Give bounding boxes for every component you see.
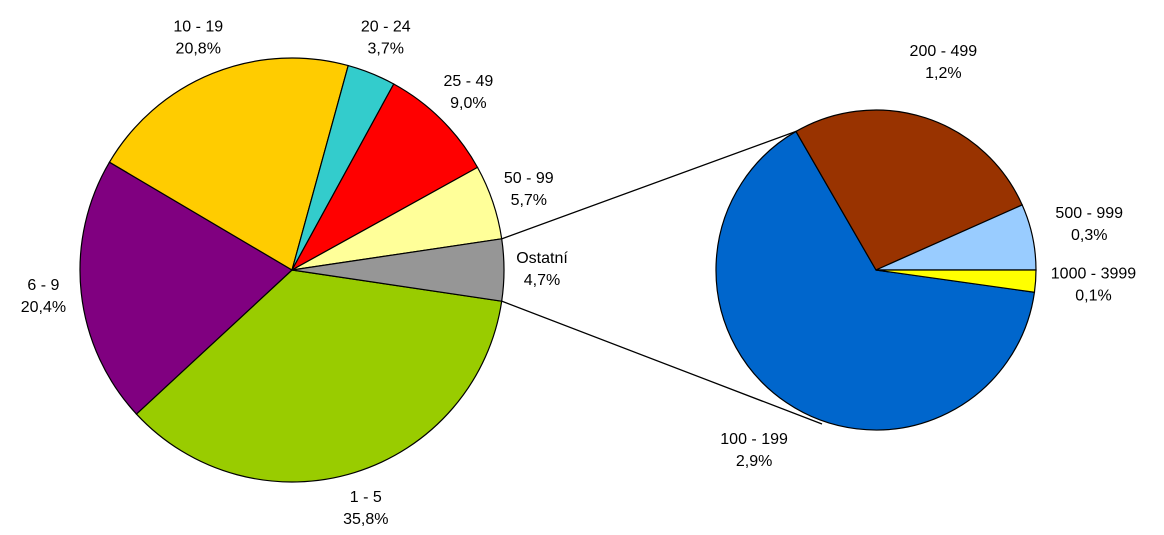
slice-category-label: 500 - 999 [1055, 205, 1123, 222]
slice-category-label: Ostatní [516, 250, 568, 267]
slice-value-label: 9,0% [450, 95, 486, 112]
pie-slice [715, 130, 1036, 431]
slice-category-label: 1 - 5 [350, 489, 382, 506]
slice-value-label: 3,7% [368, 40, 404, 57]
pie-slice [291, 238, 505, 302]
slice-category-label: 10 - 19 [173, 18, 223, 35]
slice-value-label: 0,1% [1075, 287, 1111, 304]
slice-value-label: 20,4% [21, 299, 66, 316]
pie-slice [135, 269, 503, 483]
slice-value-label: 35,8% [343, 511, 388, 528]
pie [79, 57, 505, 483]
slice-category-label: 20 - 24 [361, 18, 411, 35]
pie-slice [79, 161, 293, 415]
slice-category-label: 25 - 49 [443, 73, 493, 90]
pie-slice [290, 83, 479, 272]
slice-value-label: 5,7% [511, 192, 547, 209]
slice-category-label: 6 - 9 [27, 277, 59, 294]
slice-value-label: 2,9% [736, 453, 772, 470]
slice-value-label: 0,3% [1071, 227, 1107, 244]
slice-category-label: 50 - 99 [504, 170, 554, 187]
pie-slice [875, 269, 1037, 293]
slice-category-label: 200 - 499 [910, 43, 978, 60]
connector-line [501, 300, 823, 425]
slice-category-label: 100 - 199 [720, 431, 788, 448]
slice-value-label: 20,8% [176, 40, 221, 57]
slice-category-label: 1000 - 3999 [1051, 265, 1137, 282]
pie [715, 109, 1037, 431]
pie-slice [108, 57, 349, 271]
slice-value-label: 4,7% [524, 272, 560, 289]
slice-value-label: 1,2% [925, 65, 961, 82]
connector-line [501, 126, 809, 240]
